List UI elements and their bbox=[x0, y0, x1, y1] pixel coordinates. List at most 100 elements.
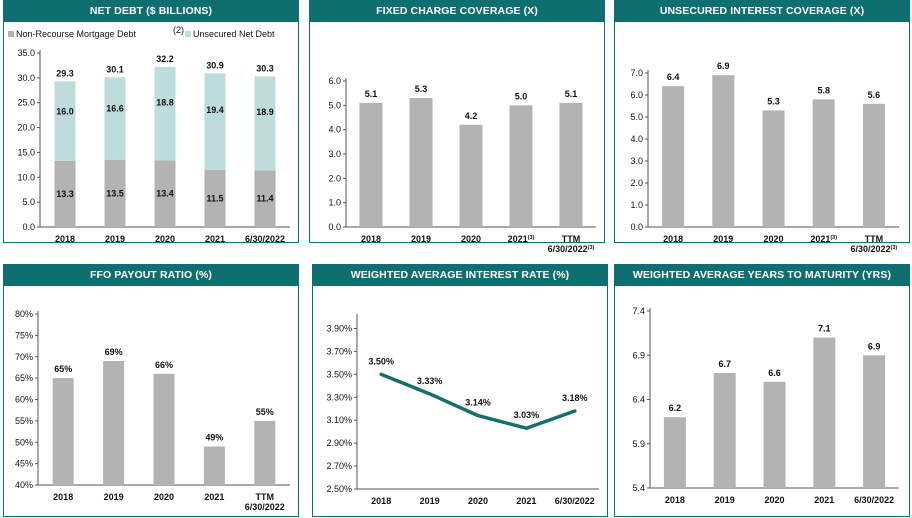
data-label: 65% bbox=[54, 364, 72, 374]
y-tick-label: 6.4 bbox=[632, 395, 645, 405]
y-tick-label: 10.0 bbox=[17, 172, 35, 182]
y-tick-label: 7.4 bbox=[632, 306, 645, 316]
bar-2018 bbox=[663, 417, 686, 488]
y-tick-label: 50% bbox=[15, 437, 33, 447]
x-tick-label: 2021 bbox=[516, 496, 536, 506]
bar-non-recourse-2018 bbox=[54, 160, 76, 227]
y-tick-label: 2.90% bbox=[326, 438, 352, 448]
data-label: 5.3 bbox=[415, 84, 428, 94]
y-tick-label: 5.9 bbox=[632, 439, 645, 449]
y-tick-label: 0.0 bbox=[328, 222, 341, 232]
x-tick-label: 2019 bbox=[420, 496, 440, 506]
data-label-non-recourse: 13.4 bbox=[156, 189, 174, 199]
data-label: 4.2 bbox=[465, 111, 478, 121]
bar-2020 bbox=[762, 110, 785, 227]
data-label-non-recourse: 13.3 bbox=[56, 189, 74, 199]
y-tick-label: 25.0 bbox=[17, 98, 35, 108]
data-label-total: 30.9 bbox=[206, 60, 224, 70]
x-tick-label: 2021 bbox=[204, 492, 224, 502]
data-label-unsecured: 18.9 bbox=[256, 107, 274, 117]
x-tick-label-line2: 6/30/2022 bbox=[245, 502, 285, 512]
y-tick-label: 15.0 bbox=[17, 147, 35, 157]
y-tick-label: 2.70% bbox=[326, 461, 352, 471]
data-label: 49% bbox=[205, 433, 223, 443]
data-label-unsecured: 16.6 bbox=[106, 104, 124, 114]
data-label: 7.1 bbox=[818, 324, 831, 334]
x-tick-label: 2021(3) bbox=[810, 234, 837, 244]
x-tick-label: 2021 bbox=[205, 234, 225, 244]
y-tick-label: 65% bbox=[15, 373, 33, 383]
data-label: 5.8 bbox=[817, 85, 830, 95]
data-label: 3.03% bbox=[514, 410, 540, 420]
ffo-payout-chart: 40% 45% 50% 55% 60% 65% 70% 75% 80% 2018 2019 2020 2… bbox=[15, 309, 290, 512]
data-label: 3.33% bbox=[417, 376, 443, 386]
data-label-non-recourse: 13.5 bbox=[106, 188, 124, 198]
bar-non-recourse-6/30/2022 bbox=[254, 170, 276, 227]
x-tick-label: 6/30/2022 bbox=[555, 496, 595, 506]
data-label: 5.0 bbox=[515, 91, 528, 101]
bar-2020 bbox=[459, 124, 483, 227]
y-tick-label: 5.4 bbox=[632, 483, 645, 493]
y-tick-label: 35.0 bbox=[17, 48, 35, 58]
data-label: 6.2 bbox=[669, 403, 682, 413]
y-tick-label: 60% bbox=[15, 395, 33, 405]
y-tick-label: 40% bbox=[15, 480, 33, 490]
y-tick-label: 4.0 bbox=[328, 125, 341, 135]
data-label-non-recourse: 11.4 bbox=[256, 194, 273, 204]
y-tick-label: 2.0 bbox=[630, 178, 643, 188]
bar-2021 bbox=[203, 446, 225, 485]
panel-unsecured-interest-coverage: UNSECURED INTEREST COVERAGE (X) 0.0 1.0 2.… bbox=[614, 0, 910, 254]
legend-label-non-recourse: Non-Recourse Mortgage Debt bbox=[16, 29, 137, 39]
x-tick-label: 2020 bbox=[764, 495, 784, 505]
y-tick-label: 1.0 bbox=[328, 198, 341, 208]
y-tick-label: 3.0 bbox=[630, 156, 643, 166]
data-label: 6.9 bbox=[717, 61, 730, 71]
y-tick-label: 20.0 bbox=[17, 123, 35, 133]
legend-footnote: (2) bbox=[173, 25, 184, 35]
bar-2021 bbox=[813, 337, 836, 488]
x-tick-label-line2: 6/30/2022(3) bbox=[851, 244, 898, 254]
y-tick-label: 6.9 bbox=[632, 350, 645, 360]
bar-non-recourse-2019 bbox=[104, 159, 126, 227]
data-label-total: 32.2 bbox=[156, 54, 174, 64]
data-label-total: 30.3 bbox=[256, 63, 274, 73]
data-label-total: 30.1 bbox=[106, 64, 124, 74]
bar-2019 bbox=[409, 98, 433, 228]
y-tick-label: 1.0 bbox=[630, 200, 643, 210]
data-label: 6.7 bbox=[718, 359, 731, 369]
legend-swatch-unsecured bbox=[185, 31, 191, 37]
x-tick-label: 2018 bbox=[55, 234, 75, 244]
bar-unsecured-2021 bbox=[204, 73, 226, 170]
data-label: 6.9 bbox=[868, 341, 881, 351]
bar-2021 bbox=[812, 99, 835, 227]
panel-net-debt: NET DEBT ($ BILLIONS) 0.0 5.0 10.0 15.0 20.0… bbox=[3, 0, 299, 244]
x-tick-label: 2019 bbox=[105, 234, 125, 244]
y-tick-label: 80% bbox=[15, 309, 33, 319]
unsecured-interest-chart: 0.0 1.0 2.0 3.0 4.0 5.0 6.0 7.0 2018 2019 2020 2021… bbox=[630, 61, 899, 254]
data-label-unsecured: 19.4 bbox=[206, 105, 224, 115]
x-tick-label: 2021(3) bbox=[508, 234, 535, 244]
interest-rate-chart: 2.50% 2.70% 2.90% 3.10% 3.30% 3.50% 3.70% 3.90%… bbox=[326, 314, 599, 506]
x-tick-label: TTM bbox=[865, 234, 884, 244]
data-label: 5.1 bbox=[365, 89, 378, 99]
legend-swatch-non-recourse bbox=[8, 31, 14, 37]
footnote-marker: (3) bbox=[830, 235, 837, 241]
data-label: 66% bbox=[155, 360, 173, 370]
y-tick-label: 3.30% bbox=[326, 392, 352, 402]
bar-2020 bbox=[153, 373, 175, 485]
y-tick-label: 6.0 bbox=[630, 90, 643, 100]
bar-2018 bbox=[52, 378, 74, 485]
x-tick-label: 2018 bbox=[361, 234, 381, 244]
bar-TTM bbox=[254, 420, 276, 485]
y-tick-label: 5.0 bbox=[328, 100, 341, 110]
x-tick-label: TTM bbox=[562, 234, 581, 244]
x-tick-label: 2019 bbox=[411, 234, 431, 244]
data-label: 5.6 bbox=[868, 90, 881, 100]
x-tick-label: 2018 bbox=[371, 496, 391, 506]
bar-non-recourse-2021 bbox=[204, 169, 226, 227]
bar-6/30/2022 bbox=[863, 355, 886, 488]
x-tick-label: TTM bbox=[256, 492, 275, 502]
data-label-unsecured: 18.8 bbox=[156, 97, 174, 107]
bar-unsecured-2019 bbox=[104, 77, 126, 160]
panel-weighted-average-years-to-maturity: WEIGHTED AVERAGE YEARS TO MATURITY (YRS)… bbox=[614, 264, 910, 517]
